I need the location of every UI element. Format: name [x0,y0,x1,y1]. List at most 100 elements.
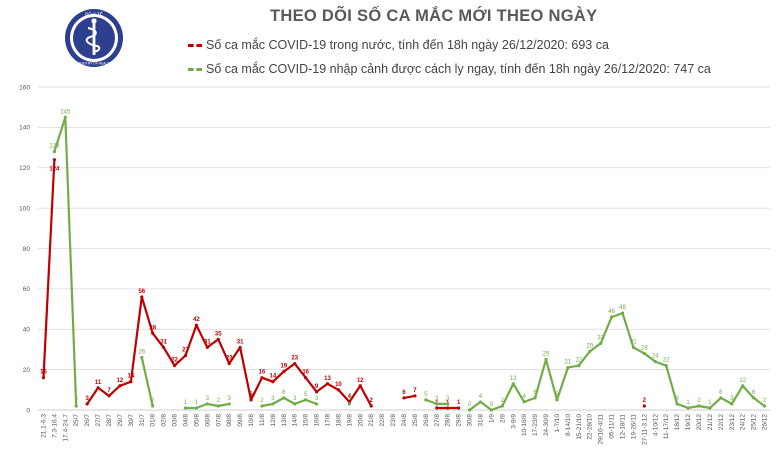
x-tick-label-48: 8-14/10 [565,414,572,436]
x-tick-label-21: 12/8 [270,414,277,427]
series-1-point-13 [183,406,188,410]
x-tick-label-50: 22-28/10 [587,414,594,440]
series-0-point-34 [413,394,417,398]
x-tick-label-24: 15/8 [303,414,310,427]
x-tick-label-14: 05/8 [193,414,200,427]
y-tick-label-0: 0 [26,407,30,414]
series-1-point-9 [140,355,144,360]
series-1-point-10 [151,404,155,408]
series-1-data-label-16: 2 [217,398,221,404]
x-tick-label-7: 29/7 [117,414,124,427]
x-tick-label-45: 17-23/9 [532,414,539,436]
series-1-point-40 [478,400,483,404]
series-0-data-label-20: 16 [259,370,266,376]
series-1-data-label-40: 4 [479,394,483,400]
series-0-data-label-0: 16 [40,370,47,376]
series-1-line-3 [261,396,317,408]
series-0-point-13 [183,353,188,358]
svg-text:MINISTRY OF HEALTH: MINISTRY OF HEALTH [77,62,112,66]
series-1-data-label-2: 145 [60,109,71,115]
series-0-data-label-18: 31 [237,339,244,345]
series-0-point-10 [151,331,155,335]
series-1-data-label-17: 3 [228,396,232,402]
series-1-data-label-64: 12 [739,378,746,384]
x-tick-label-33: 24/8 [401,414,408,427]
series-1-data-label-35: 5 [424,392,428,398]
x-tick-label-43: 3-9/9 [510,414,517,429]
x-tick-label-29: 20/8 [357,414,364,427]
y-tick-label-7: 140 [19,125,30,132]
series-0-point-55 [642,404,646,408]
series-0-data-label-22: 19 [280,364,287,370]
series-1-data-label-14: 1 [195,400,199,406]
x-tick-label-13: 04/8 [182,414,189,427]
y-tick-label-3: 60 [23,286,31,293]
x-tick-label-64: 24/12 [740,414,747,431]
series-0-point-37 [446,406,450,410]
x-tick-label-41: 1/9 [488,414,495,423]
series-1-point-42 [500,404,504,408]
x-tick-label-60: 20/12 [696,414,703,431]
series-1-data-label-63: 3 [730,396,734,402]
y-tick-label-1: 20 [23,367,31,374]
x-tick-label-56: 4-10/12 [652,414,659,436]
x-tick-label-26: 17/8 [325,414,332,427]
series-1-point-28 [347,402,351,406]
series-1-point-44 [522,400,526,404]
series-1-point-2 [63,115,67,119]
x-tick-label-22: 13/8 [281,414,288,427]
series-0-data-label-29: 12 [357,378,364,384]
series-1-data-label-10: 2 [151,398,155,404]
x-tick-label-58: 18/12 [674,414,681,431]
x-tick-label-38: 29/8 [456,414,463,427]
series-1-point-16 [216,404,220,408]
x-tick-label-40: 31/8 [477,414,484,427]
x-tick-label-19: 10/8 [248,414,255,427]
x-tick-label-44: 10-16/9 [521,414,528,436]
x-tick-label-2: 17.4-24.7 [62,414,69,442]
series-0-point-7 [118,384,122,388]
series-0-point-27 [336,388,341,392]
x-tick-label-51: 29/10-4/11 [598,414,605,445]
series-1-point-53 [620,311,625,315]
series-0-point-21 [271,380,275,384]
legend-swatch-domestic [188,44,202,48]
x-tick-label-54: 19-26/11 [630,414,637,440]
series-0-point-30 [369,404,373,408]
x-tick-label-46: 24-30/9 [543,414,550,436]
series-1-point-39 [467,408,472,412]
series-1-point-17 [227,402,231,406]
x-tick-label-0: 21.1-6.3 [40,414,47,438]
series-1-point-24 [304,398,308,402]
series-0-data-label-15: 31 [204,339,211,345]
series-1-point-43 [511,382,515,386]
series-1-point-3 [74,404,78,408]
series-1-data-label-60: 2 [697,398,701,404]
series-1-data-label-37: 3 [446,396,450,402]
series-0-data-label-55: 2 [643,398,647,404]
series-0-data-label-5: 11 [95,380,102,386]
x-tick-label-61: 21/12 [707,414,714,431]
series-0-data-label-4: 3 [85,396,89,402]
series-0-data-label-14: 42 [193,317,200,323]
x-tick-label-63: 23/12 [729,414,736,431]
series-1-point-54 [631,345,636,350]
series-0-data-label-16: 35 [215,331,222,337]
series-1-data-label-1: 128 [49,144,60,150]
series-1-point-63 [730,402,734,406]
series-1-point-60 [697,404,701,408]
series-0-data-label-26: 13 [324,376,331,382]
y-tick-label-8: 160 [19,84,30,91]
x-tick-label-53: 12-18/11 [620,414,627,440]
series-1-data-label-36: 3 [435,396,439,402]
series-0-line-2 [403,394,416,399]
series-1-data-label-15: 3 [206,396,210,402]
series-1-data-label-61: 1 [708,400,712,406]
series-0-data-label-23: 23 [291,356,298,362]
series-1-point-49 [577,363,581,368]
series-1-point-66 [762,404,767,408]
series-0-point-25 [314,390,319,394]
series-0-data-label-21: 14 [270,374,277,380]
series-1-data-label-50: 29 [586,343,593,349]
series-0-data-label-9: 56 [138,289,145,295]
